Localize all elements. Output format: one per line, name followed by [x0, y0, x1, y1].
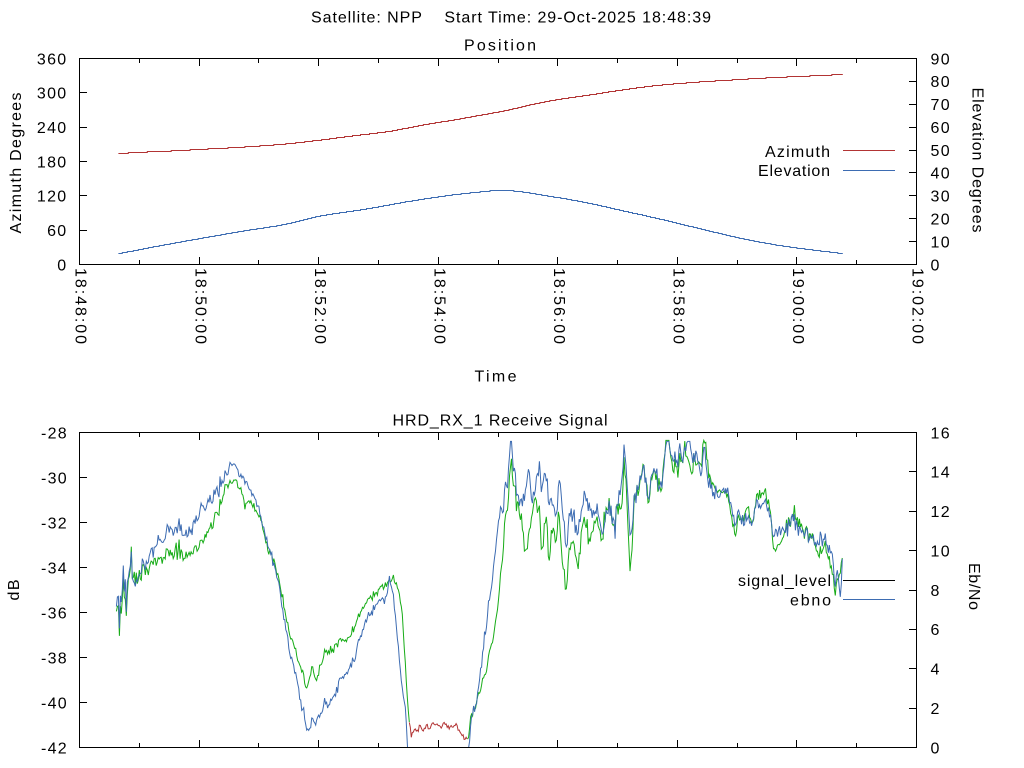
svg-text:16: 16	[931, 425, 951, 442]
svg-text:Azimuth: Azimuth	[765, 144, 830, 161]
svg-text:20: 20	[931, 212, 951, 229]
svg-text:60: 60	[931, 120, 951, 137]
svg-text:signal_level: signal_level	[738, 573, 831, 590]
svg-text:60: 60	[47, 223, 67, 240]
svg-text:-30: -30	[41, 470, 68, 487]
svg-text:19:02:00: 19:02:00	[909, 268, 926, 344]
svg-text:-38: -38	[41, 650, 68, 667]
svg-text:Time: Time	[475, 369, 517, 386]
svg-text:-28: -28	[41, 425, 68, 442]
svg-text:0: 0	[931, 257, 941, 274]
svg-text:50: 50	[931, 143, 951, 160]
svg-text:6: 6	[931, 622, 941, 639]
svg-text:-32: -32	[41, 515, 68, 532]
svg-text:HRD_RX_1 Receive Signal: HRD_RX_1 Receive Signal	[393, 413, 608, 430]
svg-text:-36: -36	[41, 605, 68, 622]
svg-text:30: 30	[931, 189, 951, 206]
svg-text:10: 10	[931, 234, 951, 251]
svg-text:12: 12	[931, 504, 951, 521]
svg-text:10: 10	[931, 543, 951, 560]
svg-text:14: 14	[931, 465, 951, 482]
svg-text:18:52:00: 18:52:00	[311, 268, 328, 344]
svg-text:ebno: ebno	[790, 592, 831, 609]
svg-text:40: 40	[931, 166, 951, 183]
svg-text:90: 90	[931, 51, 951, 68]
svg-text:0: 0	[57, 257, 67, 274]
svg-text:Satellite: NPP Start Time:: Satellite: NPP Start Time: 29-Oct-2025 1…	[311, 10, 711, 27]
svg-text:0: 0	[931, 740, 941, 757]
svg-text:-40: -40	[41, 695, 68, 712]
svg-text:8: 8	[931, 583, 941, 600]
svg-text:-42: -42	[41, 740, 68, 757]
svg-text:70: 70	[931, 97, 951, 114]
svg-text:120: 120	[37, 189, 68, 206]
svg-text:Azimuth Degrees: Azimuth Degrees	[8, 93, 25, 234]
svg-text:Elevation Degrees: Elevation Degrees	[969, 88, 986, 233]
svg-text:dB: dB	[6, 580, 23, 601]
svg-text:2: 2	[931, 701, 941, 718]
svg-text:240: 240	[37, 120, 68, 137]
svg-text:18:50:00: 18:50:00	[191, 268, 208, 344]
svg-text:Position: Position	[464, 37, 536, 54]
svg-text:360: 360	[37, 51, 68, 68]
svg-text:19:00:00: 19:00:00	[789, 268, 806, 344]
svg-text:4: 4	[931, 662, 941, 679]
svg-text:18:58:00: 18:58:00	[670, 268, 687, 344]
svg-text:80: 80	[931, 74, 951, 91]
svg-text:Elevation: Elevation	[758, 163, 830, 180]
svg-text:180: 180	[37, 154, 68, 171]
svg-text:-34: -34	[41, 560, 68, 577]
svg-text:18:54:00: 18:54:00	[430, 268, 447, 344]
svg-text:18:56:00: 18:56:00	[550, 268, 567, 344]
svg-text:300: 300	[37, 86, 68, 103]
svg-text:Eb/No: Eb/No	[965, 563, 982, 610]
svg-text:18:48:00: 18:48:00	[72, 268, 89, 344]
